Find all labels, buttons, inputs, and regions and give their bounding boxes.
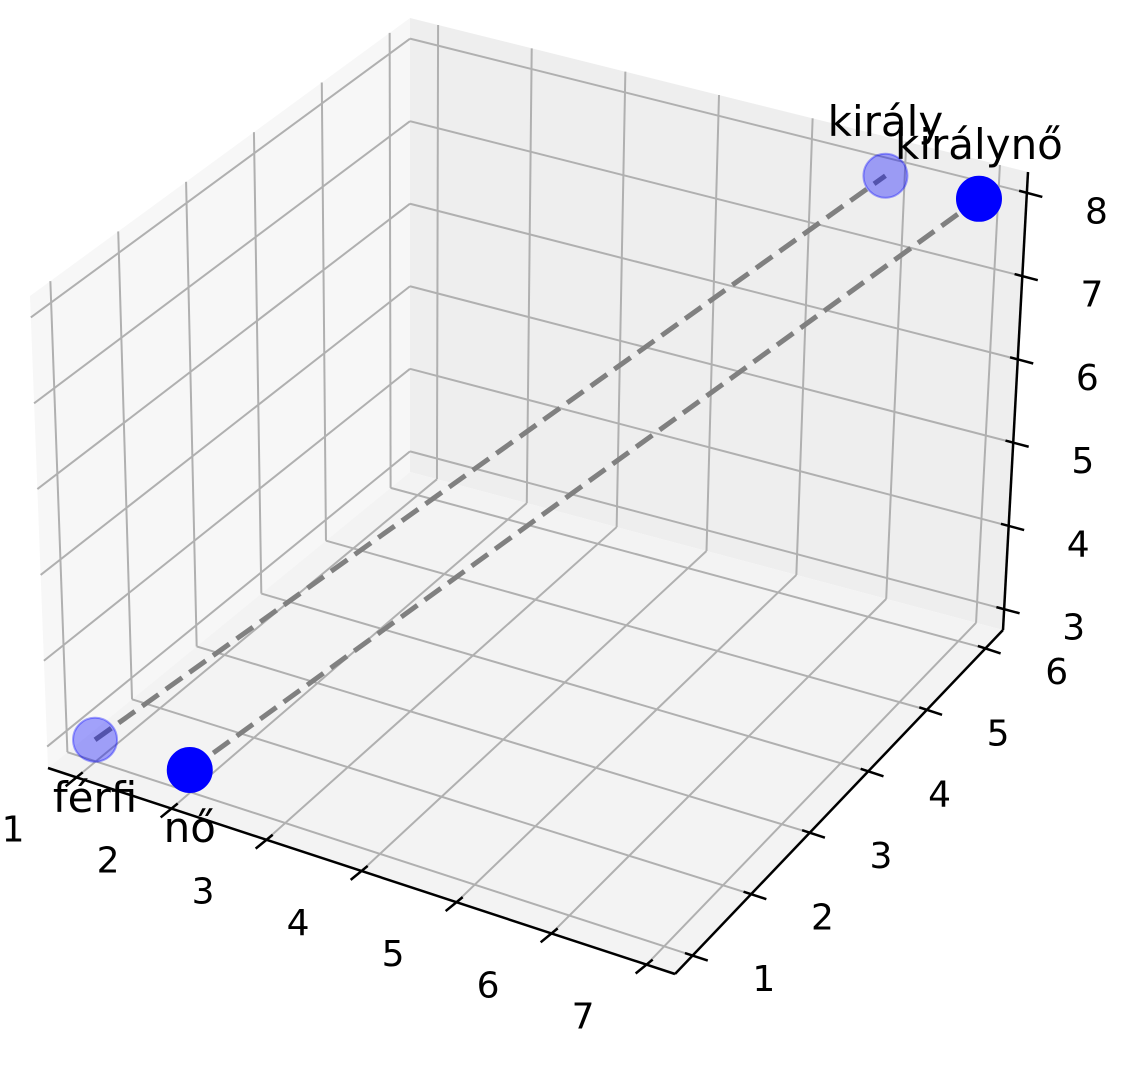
data-point-0 [72, 716, 119, 763]
x-tick-label-0: 1 [2, 809, 25, 850]
chart-axes [47, 171, 1043, 976]
back-pane-xz [410, 18, 1028, 630]
x-tick-mark-0 [64, 771, 84, 788]
grid-z-left-0 [46, 450, 411, 748]
x-tick-label-4: 5 [382, 934, 405, 975]
z-tick-mark-4 [1014, 272, 1039, 282]
floor-pane-xy [48, 472, 1003, 974]
grid-y-left-5 [388, 32, 392, 488]
chart-grid [30, 24, 1028, 966]
z-tick-label-0: 3 [1062, 608, 1085, 649]
grid-x-floor-6 [645, 622, 977, 966]
grid-x-floor-3 [360, 550, 708, 872]
y-tick-mark-4 [918, 706, 943, 717]
x-tick-mark-3 [349, 864, 369, 881]
chart-points [72, 152, 1002, 794]
grid-x-back-3 [705, 94, 720, 552]
grid-z-left-3 [36, 202, 411, 490]
z-tick-label-2: 5 [1071, 441, 1094, 482]
left-pane-yz [30, 18, 410, 768]
z-tick-mark-2 [1005, 439, 1030, 448]
y-tick-label-4: 5 [987, 713, 1010, 754]
grid-z-back-0 [409, 450, 1005, 611]
grid-z-back-5 [409, 37, 1028, 194]
grid-z-back-3 [409, 202, 1019, 361]
connector-line-0 [93, 173, 887, 742]
grid-z-back-1 [409, 367, 1009, 527]
y-tick-mark-2 [801, 829, 826, 839]
grid-z-back-4 [409, 120, 1023, 278]
x-tick-mark-5 [539, 927, 559, 944]
x-tick-label-2: 3 [192, 872, 215, 913]
x-tick-label-1: 2 [97, 840, 120, 881]
connector-line-1 [188, 196, 981, 773]
grid-x-floor-0 [75, 478, 438, 779]
grid-z-left-4 [33, 120, 411, 405]
z-tick-mark-5 [1018, 189, 1043, 199]
grid-y-floor-0 [67, 751, 693, 957]
data-point-3 [955, 175, 1002, 222]
grid-z-left-2 [40, 285, 411, 576]
grid-y-left-1 [117, 231, 134, 700]
point-label-0: férfi [53, 773, 137, 822]
grid-y-floor-3 [261, 592, 869, 773]
z-tick-mark-3 [1009, 356, 1034, 365]
y-tick-mark-3 [860, 767, 884, 778]
grid-y-floor-5 [390, 486, 986, 650]
grid-x-back-5 [885, 141, 908, 599]
grid-x-back-1 [525, 48, 533, 504]
grid-x-back-6 [975, 164, 1001, 623]
z-tick-mark-1 [1000, 522, 1025, 532]
z-tick-mark-0 [996, 605, 1020, 615]
grid-y-floor-1 [131, 698, 752, 896]
x-tick-mark-6 [634, 958, 654, 975]
grid-x-back-2 [615, 71, 627, 528]
y-tick-label-0: 1 [752, 959, 775, 1000]
y-tick-mark-0 [684, 951, 709, 962]
point-label-3: királynő [895, 120, 1063, 169]
y-tick-label-2: 3 [870, 836, 893, 877]
x-tick-mark-2 [254, 833, 274, 850]
point-label-2: király [828, 97, 944, 146]
point-label-1: nő [164, 803, 216, 852]
x-tick-label-6: 7 [572, 997, 595, 1038]
grid-x-back-4 [795, 118, 814, 575]
x-tick-mark-4 [444, 896, 464, 913]
y-axis-line [674, 629, 1004, 975]
grid-x-floor-5 [550, 598, 887, 935]
grid-z-back-2 [409, 285, 1014, 444]
x-tick-label-3: 4 [287, 903, 310, 944]
grid-x-floor-4 [455, 574, 798, 903]
grid-y-left-0 [49, 281, 69, 753]
grid-x-floor-1 [170, 502, 528, 810]
x-tick-mark-1 [159, 802, 179, 819]
z-tick-label-5: 8 [1085, 191, 1108, 232]
grid-y-left-2 [185, 181, 198, 647]
y-tick-mark-1 [743, 890, 767, 901]
y-tick-mark-5 [977, 644, 1002, 655]
y-tick-label-1: 2 [811, 898, 834, 939]
grid-y-left-3 [252, 132, 263, 594]
grid-y-floor-4 [325, 539, 928, 711]
data-point-1 [166, 747, 213, 794]
z-tick-label-3: 6 [1076, 358, 1099, 399]
grid-y-left-4 [320, 82, 327, 541]
grid-x-back-0 [435, 24, 440, 480]
x-tick-label-5: 6 [477, 965, 500, 1006]
y-tick-label-5: 6 [1045, 652, 1068, 693]
data-point-2 [862, 152, 909, 199]
z-axis-line [1001, 171, 1030, 631]
chart-connectors [93, 173, 981, 773]
grid-z-left-1 [43, 368, 411, 662]
grid-y-floor-2 [196, 645, 811, 834]
grid-x-floor-2 [265, 526, 618, 841]
y-tick-label-3: 4 [928, 775, 951, 816]
grid-z-left-5 [30, 37, 411, 319]
chart-panes [30, 18, 1028, 974]
z-tick-label-1: 4 [1067, 524, 1090, 565]
z-tick-label-4: 7 [1080, 275, 1103, 316]
